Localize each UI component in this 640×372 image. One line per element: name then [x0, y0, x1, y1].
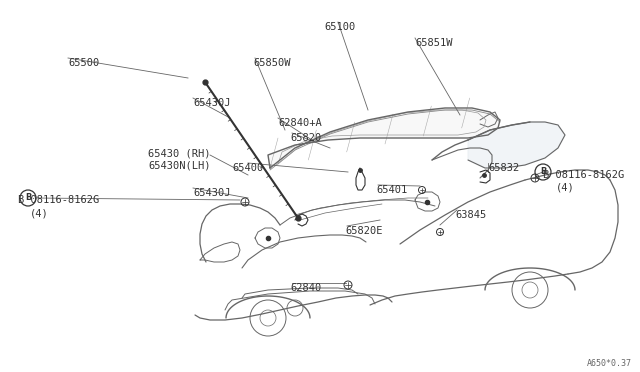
Text: 63845: 63845: [455, 210, 486, 220]
Text: 65430J: 65430J: [193, 98, 230, 108]
Text: B: B: [540, 167, 546, 176]
Text: (4): (4): [30, 208, 49, 218]
Text: B 08116-8162G: B 08116-8162G: [543, 170, 624, 180]
Text: (4): (4): [556, 183, 575, 193]
Text: 65430J: 65430J: [193, 188, 230, 198]
Text: 65400: 65400: [232, 163, 263, 173]
Text: 65430 (RH): 65430 (RH): [148, 148, 211, 158]
Text: A650*0.37: A650*0.37: [587, 359, 632, 368]
Text: B 08116-8162G: B 08116-8162G: [18, 195, 99, 205]
Text: 65832: 65832: [488, 163, 519, 173]
Text: B: B: [25, 193, 31, 202]
Text: 65850W: 65850W: [253, 58, 291, 68]
Text: 65430N(LH): 65430N(LH): [148, 160, 211, 170]
Text: 65100: 65100: [324, 22, 356, 32]
Text: 65500: 65500: [68, 58, 99, 68]
Text: 65820E: 65820E: [345, 226, 383, 236]
Text: 65820: 65820: [290, 133, 321, 143]
Text: 62840: 62840: [290, 283, 321, 293]
Text: 65401: 65401: [376, 185, 407, 195]
Text: 65851W: 65851W: [415, 38, 452, 48]
Polygon shape: [468, 122, 565, 168]
Polygon shape: [268, 108, 500, 168]
Text: 62840+A: 62840+A: [278, 118, 322, 128]
